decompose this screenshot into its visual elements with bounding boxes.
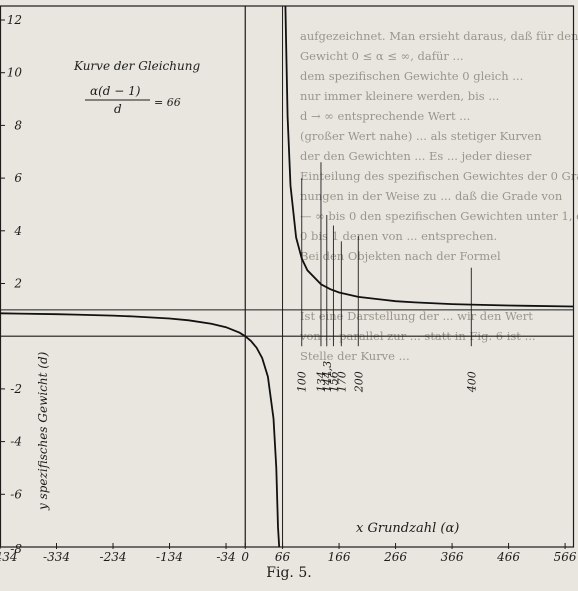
x-tick-label: 366: [441, 550, 464, 564]
x-axis-label: x Grundzahl (α): [356, 521, 459, 536]
y-tick-label: -4: [10, 435, 22, 449]
x-tick-label: 466: [496, 550, 520, 564]
equation-denominator: d: [114, 102, 122, 116]
x-tick-label: -34: [216, 550, 235, 564]
x-tick-label: -234: [100, 550, 127, 564]
background-text-line: aufgezeichnet. Man ersieht daraus, daß f…: [300, 29, 578, 43]
curve-left-branch: [0, 312, 281, 548]
x-tick-label: 166: [328, 550, 351, 564]
background-text-line: Einteilung des spezifischen Gewichtes de…: [300, 169, 578, 183]
x-tick-label: 266: [383, 550, 407, 564]
x-tick-label: -334: [43, 550, 70, 564]
y-tick-label: 8: [14, 118, 22, 132]
background-text-line: — ∞ bis 0 den spezifischen Gewichten unt…: [300, 209, 578, 223]
y-tick-label: 4: [13, 224, 22, 238]
y-axis-label: y spezifisches Gewicht (d): [36, 351, 50, 511]
background-text-line: nur immer kleinere werden, bis ...: [300, 89, 499, 103]
background-text-line: Bei den Objekten nach der Formel: [300, 249, 501, 263]
background-text-line: 0 bis 1 denen von ... entsprechen.: [300, 229, 497, 243]
axes-layer: -434 -334 -234 -134 -34 0 66 166 266 366 466 566 -8 -…: [0, 5, 577, 564]
labels-layer: Kurve der Gleichung α(d − 1) d = 66 x Gr…: [36, 59, 459, 536]
background-text-layer: aufgezeichnet. Man ersieht daraus, daß f…: [299, 29, 578, 363]
marker-label: 170: [335, 371, 348, 392]
equation-numerator: α(d − 1): [90, 84, 141, 98]
background-text-line: der den Gewichten ... Es ... jeder diese…: [300, 149, 532, 163]
curve-layer: [0, 5, 574, 548]
background-text-line: (großer Wert nahe) ... als stetiger Kurv…: [300, 129, 542, 143]
curve-right-branch: [284, 5, 574, 308]
plot-frame: [0, 5, 575, 548]
equation-rhs: = 66: [154, 96, 181, 109]
background-text-line: Stelle der Kurve ...: [300, 349, 410, 363]
y-tick-label: -8: [10, 542, 22, 556]
figure-caption: Fig. 5.: [266, 565, 312, 581]
x-tick-label: -134: [156, 550, 183, 564]
x-tick-label: -434: [0, 550, 17, 564]
marker-label: 156: [327, 371, 340, 392]
x-tick-label: 0: [241, 550, 249, 564]
marker-label: 134: [315, 371, 328, 392]
marker-label: 144,3: [321, 361, 334, 393]
marker-label: 100: [296, 371, 309, 392]
marker-label: 400: [465, 371, 478, 393]
background-text-line: dem spezifischen Gewichte 0 gleich ...: [300, 69, 523, 83]
chart-title: Kurve der Gleichung: [73, 59, 200, 73]
background-text-line: nungen in der Weise zu ... daß die Grade…: [300, 189, 563, 203]
y-tick-label: 10: [7, 66, 23, 80]
x-tick-label: 566: [554, 550, 577, 564]
x-tick-label: 66: [275, 550, 291, 564]
background-text-line: Gewicht 0 ≤ α ≤ ∞, dafür ...: [300, 49, 464, 63]
background-text-line: Ist eine Darstellung der ... wir den Wer…: [300, 309, 533, 323]
marker-label: 200: [352, 371, 365, 393]
y-tick-label: 6: [14, 171, 22, 185]
y-tick-label: -2: [10, 382, 22, 396]
y-tick-label: 12: [7, 13, 22, 27]
y-tick-label: 2: [13, 277, 22, 291]
y-tick-label: -6: [10, 487, 22, 501]
background-text-line: d → ∞ entsprechende Wert ...: [300, 109, 470, 123]
